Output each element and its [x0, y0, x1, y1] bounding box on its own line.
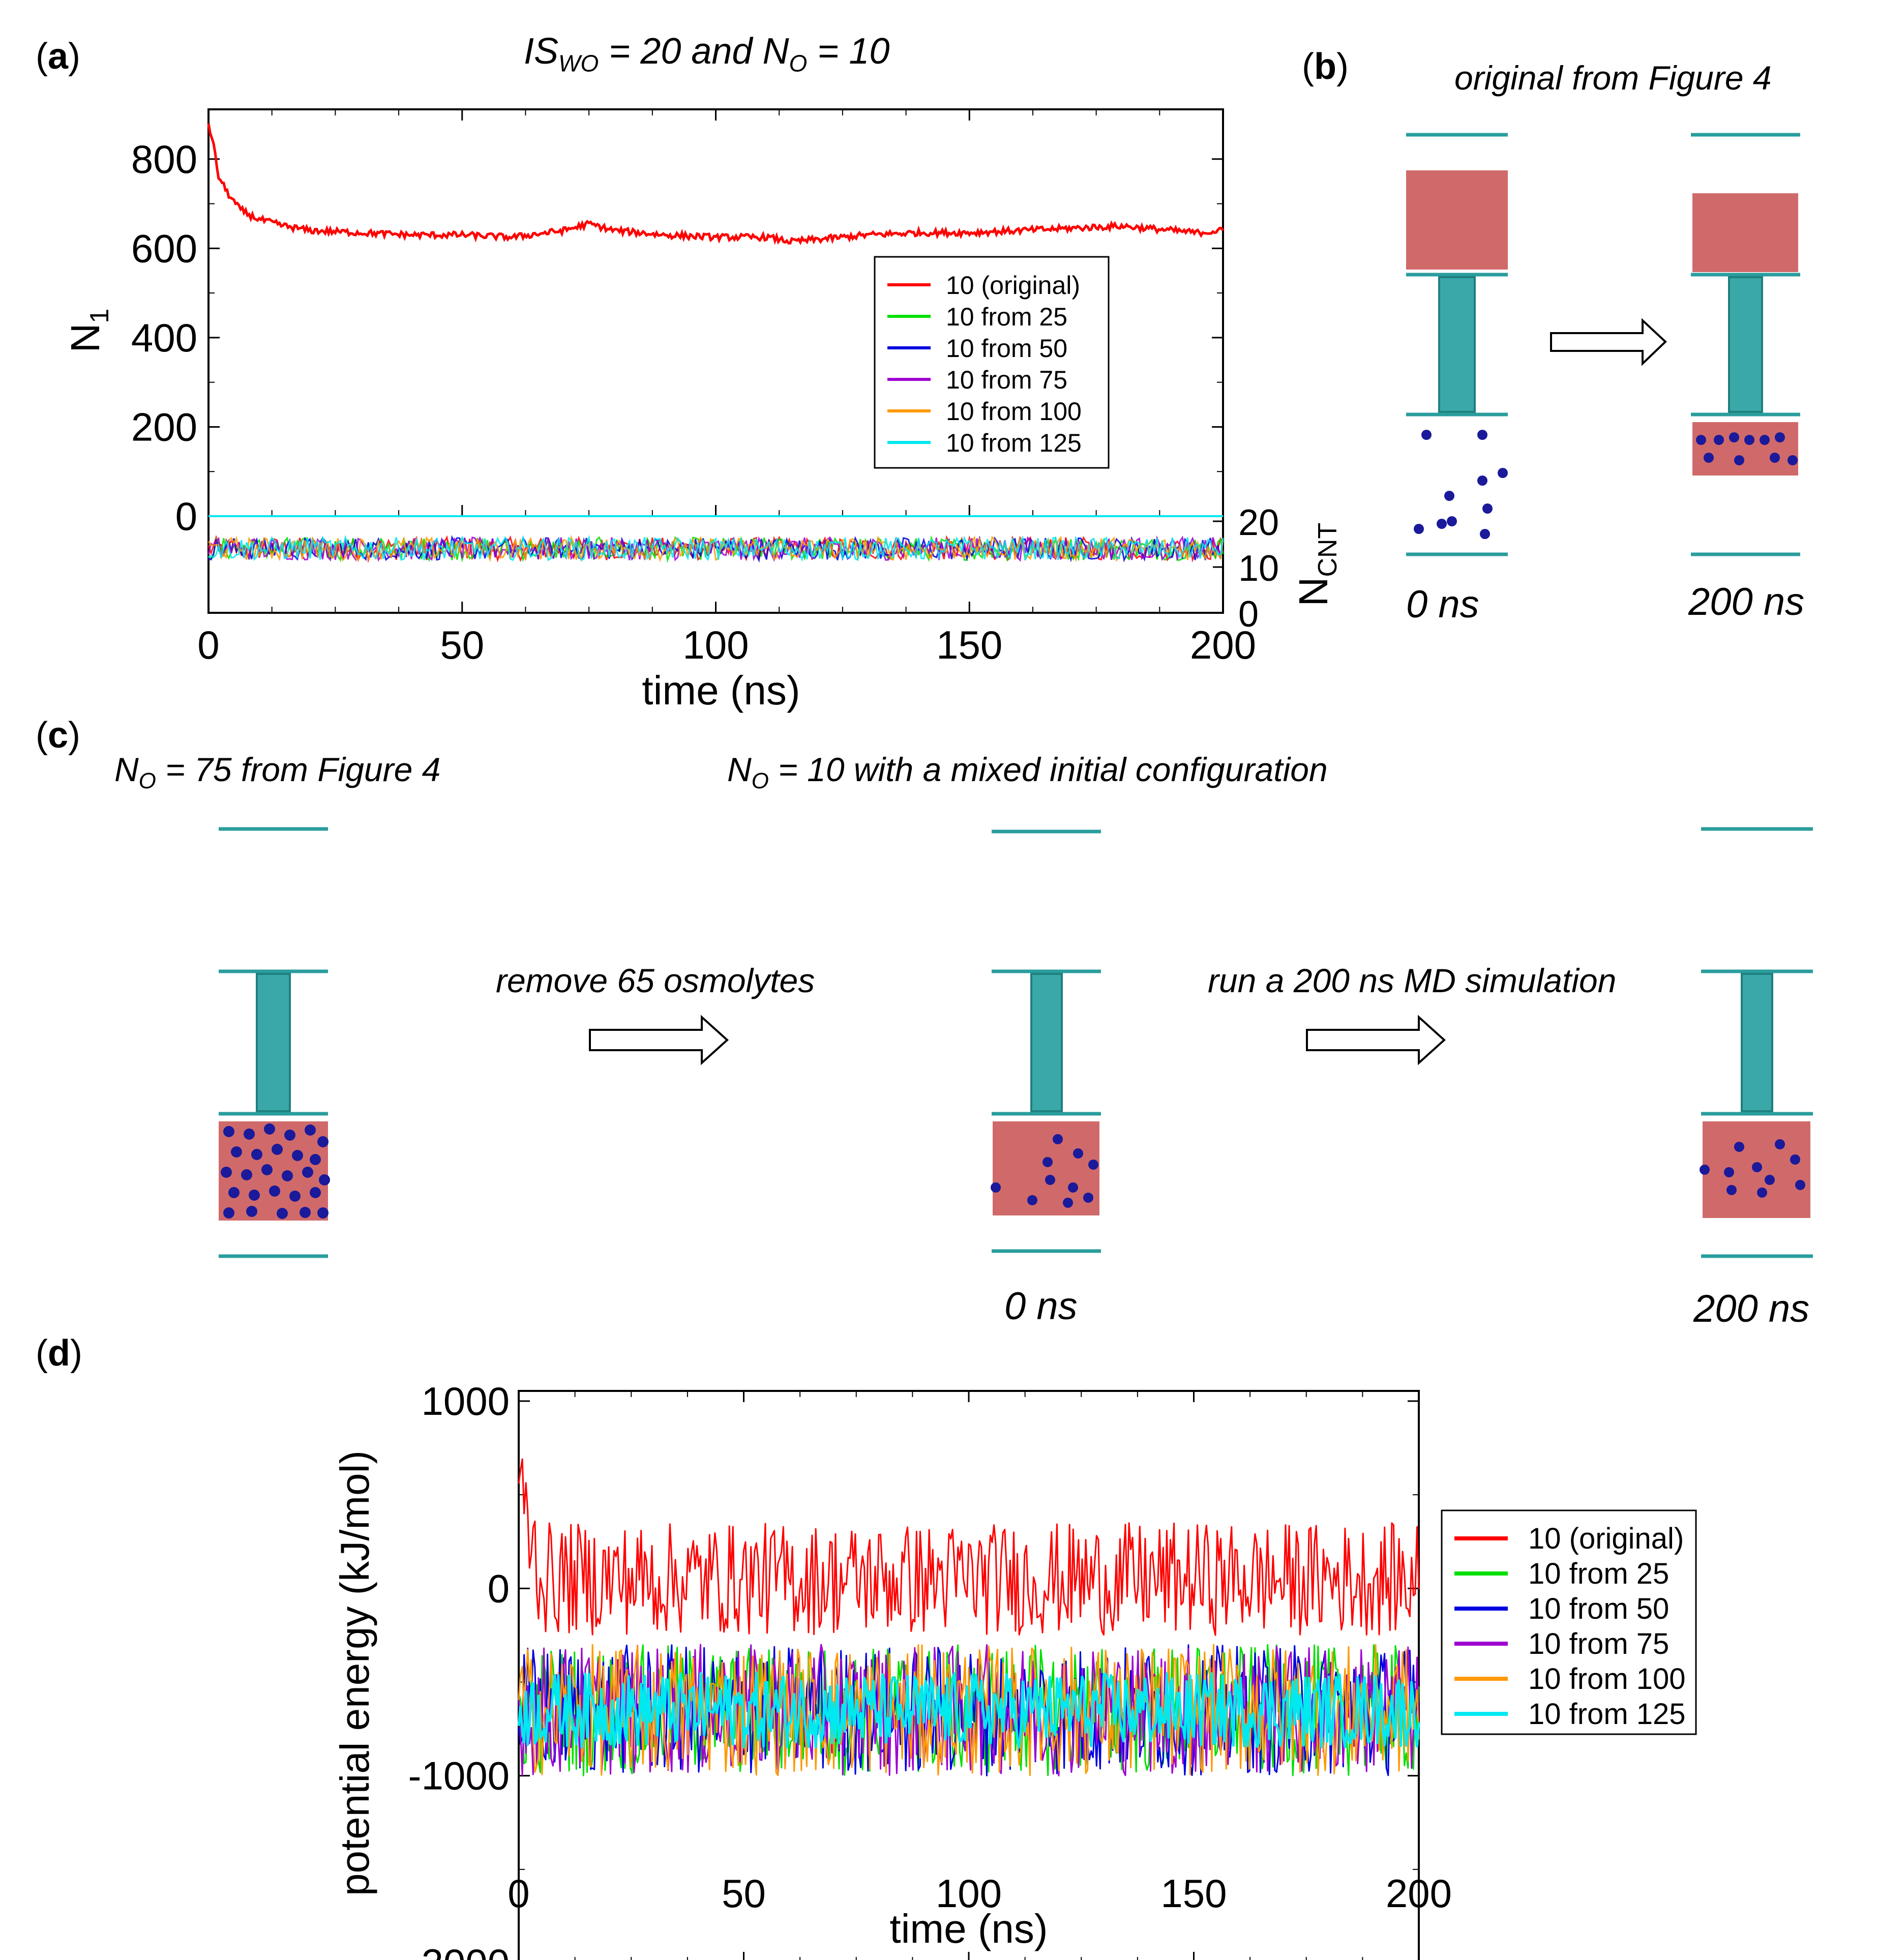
chart-d-xtick-label: 150 [1160, 1871, 1227, 1916]
arrow-c-1 [589, 1015, 729, 1065]
chart-d-xtick-label: 100 [936, 1871, 1002, 1916]
chart-d-ytick-label: -1000 [408, 1754, 510, 1798]
chart-d-series-line [517, 1672, 1420, 1749]
chart-a-ylabel: N1 [63, 309, 114, 353]
panel-c-step1: remove 65 osmolytes [496, 962, 815, 999]
panel-d-label: (d) [36, 1333, 82, 1374]
panel-c-step2: run a 200 ns MD simulation [1208, 962, 1617, 999]
chart-d-ylabel: potential energy (kJ/mol) [332, 1450, 377, 1896]
nanotube [1030, 973, 1063, 1112]
panel-b-label: (b) [1302, 46, 1349, 87]
osmolytes-75 [221, 1123, 330, 1219]
chart-a-legend-label: 10 from 125 [946, 429, 1082, 457]
water-box-bottom [993, 1121, 1099, 1215]
chart-d-xtick-label: 200 [1386, 1871, 1452, 1916]
water-box-bottom [1692, 422, 1798, 476]
chart-a-ytick-label: 600 [131, 226, 197, 271]
chart-d-legend-label: 10 from 25 [1528, 1557, 1669, 1590]
panel-c-label: (c) [36, 715, 81, 756]
nanotube [1438, 276, 1476, 413]
chart-d-legend-label: 10 from 100 [1528, 1662, 1686, 1696]
panel-a-label: (a) [36, 36, 81, 77]
nanotube [1728, 276, 1763, 413]
water-box-top [1692, 193, 1798, 272]
panel-c-illustration [219, 827, 1813, 1258]
chart-a-series-line [207, 123, 1225, 246]
chart-a-ytick-label: 800 [131, 137, 197, 182]
chart-a-y2tick-label: 10 [1238, 548, 1279, 589]
svg-text:N1: N1 [63, 309, 114, 353]
chart-d-legend-label: 10 (original) [1528, 1522, 1684, 1555]
svg-text:NCNT: NCNT [1291, 523, 1343, 607]
panel-c-mid-caption: NO = 10 with a mixed initial configurati… [727, 751, 1328, 794]
chart-a-legend-label: 10 (original) [946, 271, 1080, 300]
chart-a-y2tick-label: 0 [1238, 594, 1259, 635]
water-box-top [1406, 170, 1508, 270]
chart-a-ncnt-line [208, 534, 1224, 562]
system-c-final [1700, 827, 1813, 1258]
system-b-initial [1406, 133, 1508, 556]
chart-d-xlabel: time (ns) [889, 1906, 1048, 1951]
chart-d-legend-label: 10 from 125 [1528, 1698, 1686, 1731]
system-c-initial [991, 829, 1101, 1253]
chart-d-series-line [518, 1458, 1420, 1636]
chart-a-xtick-label: 150 [936, 622, 1002, 667]
chart-a-ytick-label: 200 [131, 404, 197, 449]
panel-b-caption: original from Figure 4 [1454, 59, 1772, 97]
chart-a-legend-label: 10 from 75 [946, 366, 1067, 394]
chart-a-ylabel2: NCNT [1291, 523, 1343, 607]
arrow-c-2 [1306, 1015, 1446, 1065]
chart-d-legend-label: 10 from 75 [1528, 1627, 1669, 1660]
chart-d-xtick-label: 50 [722, 1871, 766, 1916]
panel-c-left-caption: NO = 75 from Figure 4 [114, 751, 441, 794]
chart-d-legend-label: 10 from 50 [1528, 1592, 1669, 1625]
panel-b-time-200: 200 ns [1688, 580, 1805, 623]
panel-a-title: ISWO = 20 and NO = 10 [524, 31, 890, 77]
panel-b-illustration [1406, 133, 1800, 556]
nanotube [1741, 973, 1773, 1112]
chart-a-xlabel: time (ns) [642, 668, 800, 713]
chart-a-ncnt-line [207, 534, 1224, 562]
osmolytes-free [1414, 430, 1508, 539]
chart-a-xtick-label: 100 [682, 622, 749, 667]
chart-a-ytick-label: 400 [131, 315, 197, 360]
chart-a-legend-label: 10 from 50 [946, 334, 1067, 363]
chart-a-xtick-label: 50 [440, 622, 484, 667]
osmolytes-10 [991, 1134, 1098, 1208]
panel-c-time-200: 200 ns [1693, 1287, 1810, 1330]
chart-a-legend-label: 10 from 25 [946, 303, 1067, 331]
system-b-final [1691, 133, 1800, 556]
chart-a-ytick-label: 0 [175, 494, 197, 539]
nanotube [256, 973, 291, 1112]
chart-a-xtick-label: 200 [1190, 622, 1256, 667]
arrow-b [1550, 318, 1667, 366]
chart-d-xtick-label: 0 [508, 1871, 529, 1916]
panel-c-time-0: 0 ns [1004, 1285, 1078, 1328]
chart-d-ytick-label: 1000 [421, 1379, 510, 1423]
chart-a-legend: 10 (original) 10 from 25 10 from 50 10 from… [874, 256, 1110, 469]
panel-b-time-0: 0 ns [1406, 583, 1479, 626]
chart-a-legend-label: 10 from 100 [946, 397, 1082, 426]
chart-d-ytick-label: 0 [488, 1566, 510, 1611]
chart-a-xtick-label: 0 [197, 622, 219, 667]
osmolytes-bottom [1696, 432, 1798, 465]
chart-a-y2tick-label: 20 [1238, 502, 1279, 543]
system-c-75 [219, 827, 330, 1258]
osmolytes-10 [1700, 1139, 1805, 1198]
